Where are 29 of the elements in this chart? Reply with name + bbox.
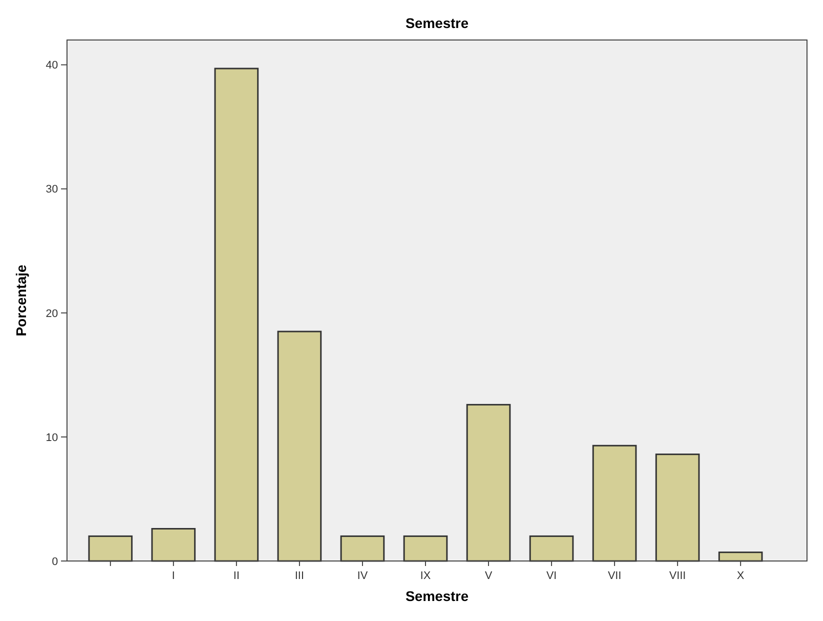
bar bbox=[592, 444, 637, 562]
x-tick-label: VII bbox=[608, 570, 622, 582]
bar bbox=[214, 68, 259, 562]
y-tick-label: 40 bbox=[46, 60, 58, 72]
x-axis-title: Semestre bbox=[405, 588, 469, 604]
bar bbox=[340, 535, 385, 562]
y-tick-label: 0 bbox=[52, 556, 58, 568]
y-tick-label: 20 bbox=[46, 308, 58, 320]
bar bbox=[88, 535, 133, 562]
bar bbox=[655, 454, 700, 562]
bar bbox=[466, 404, 511, 562]
bar bbox=[277, 330, 322, 562]
bar bbox=[529, 535, 574, 562]
x-tick-label: II bbox=[233, 570, 240, 582]
y-tick-label: 10 bbox=[46, 432, 58, 444]
x-tick-label: X bbox=[736, 570, 745, 582]
bar bbox=[151, 528, 196, 562]
bar bbox=[403, 535, 448, 562]
x-tick-label: VIII bbox=[669, 570, 686, 582]
x-tick-label: IV bbox=[357, 570, 368, 582]
x-tick-label: VI bbox=[546, 570, 557, 582]
y-axis-title: Porcentaje bbox=[13, 264, 29, 336]
bar bbox=[718, 552, 763, 562]
x-tick-label: I bbox=[172, 570, 175, 582]
x-tick-label: III bbox=[294, 570, 304, 582]
y-tick-label: 30 bbox=[46, 184, 58, 196]
x-tick-label: V bbox=[484, 570, 493, 582]
x-tick-label: IX bbox=[420, 570, 432, 582]
chart-title: Semestre bbox=[405, 15, 469, 31]
